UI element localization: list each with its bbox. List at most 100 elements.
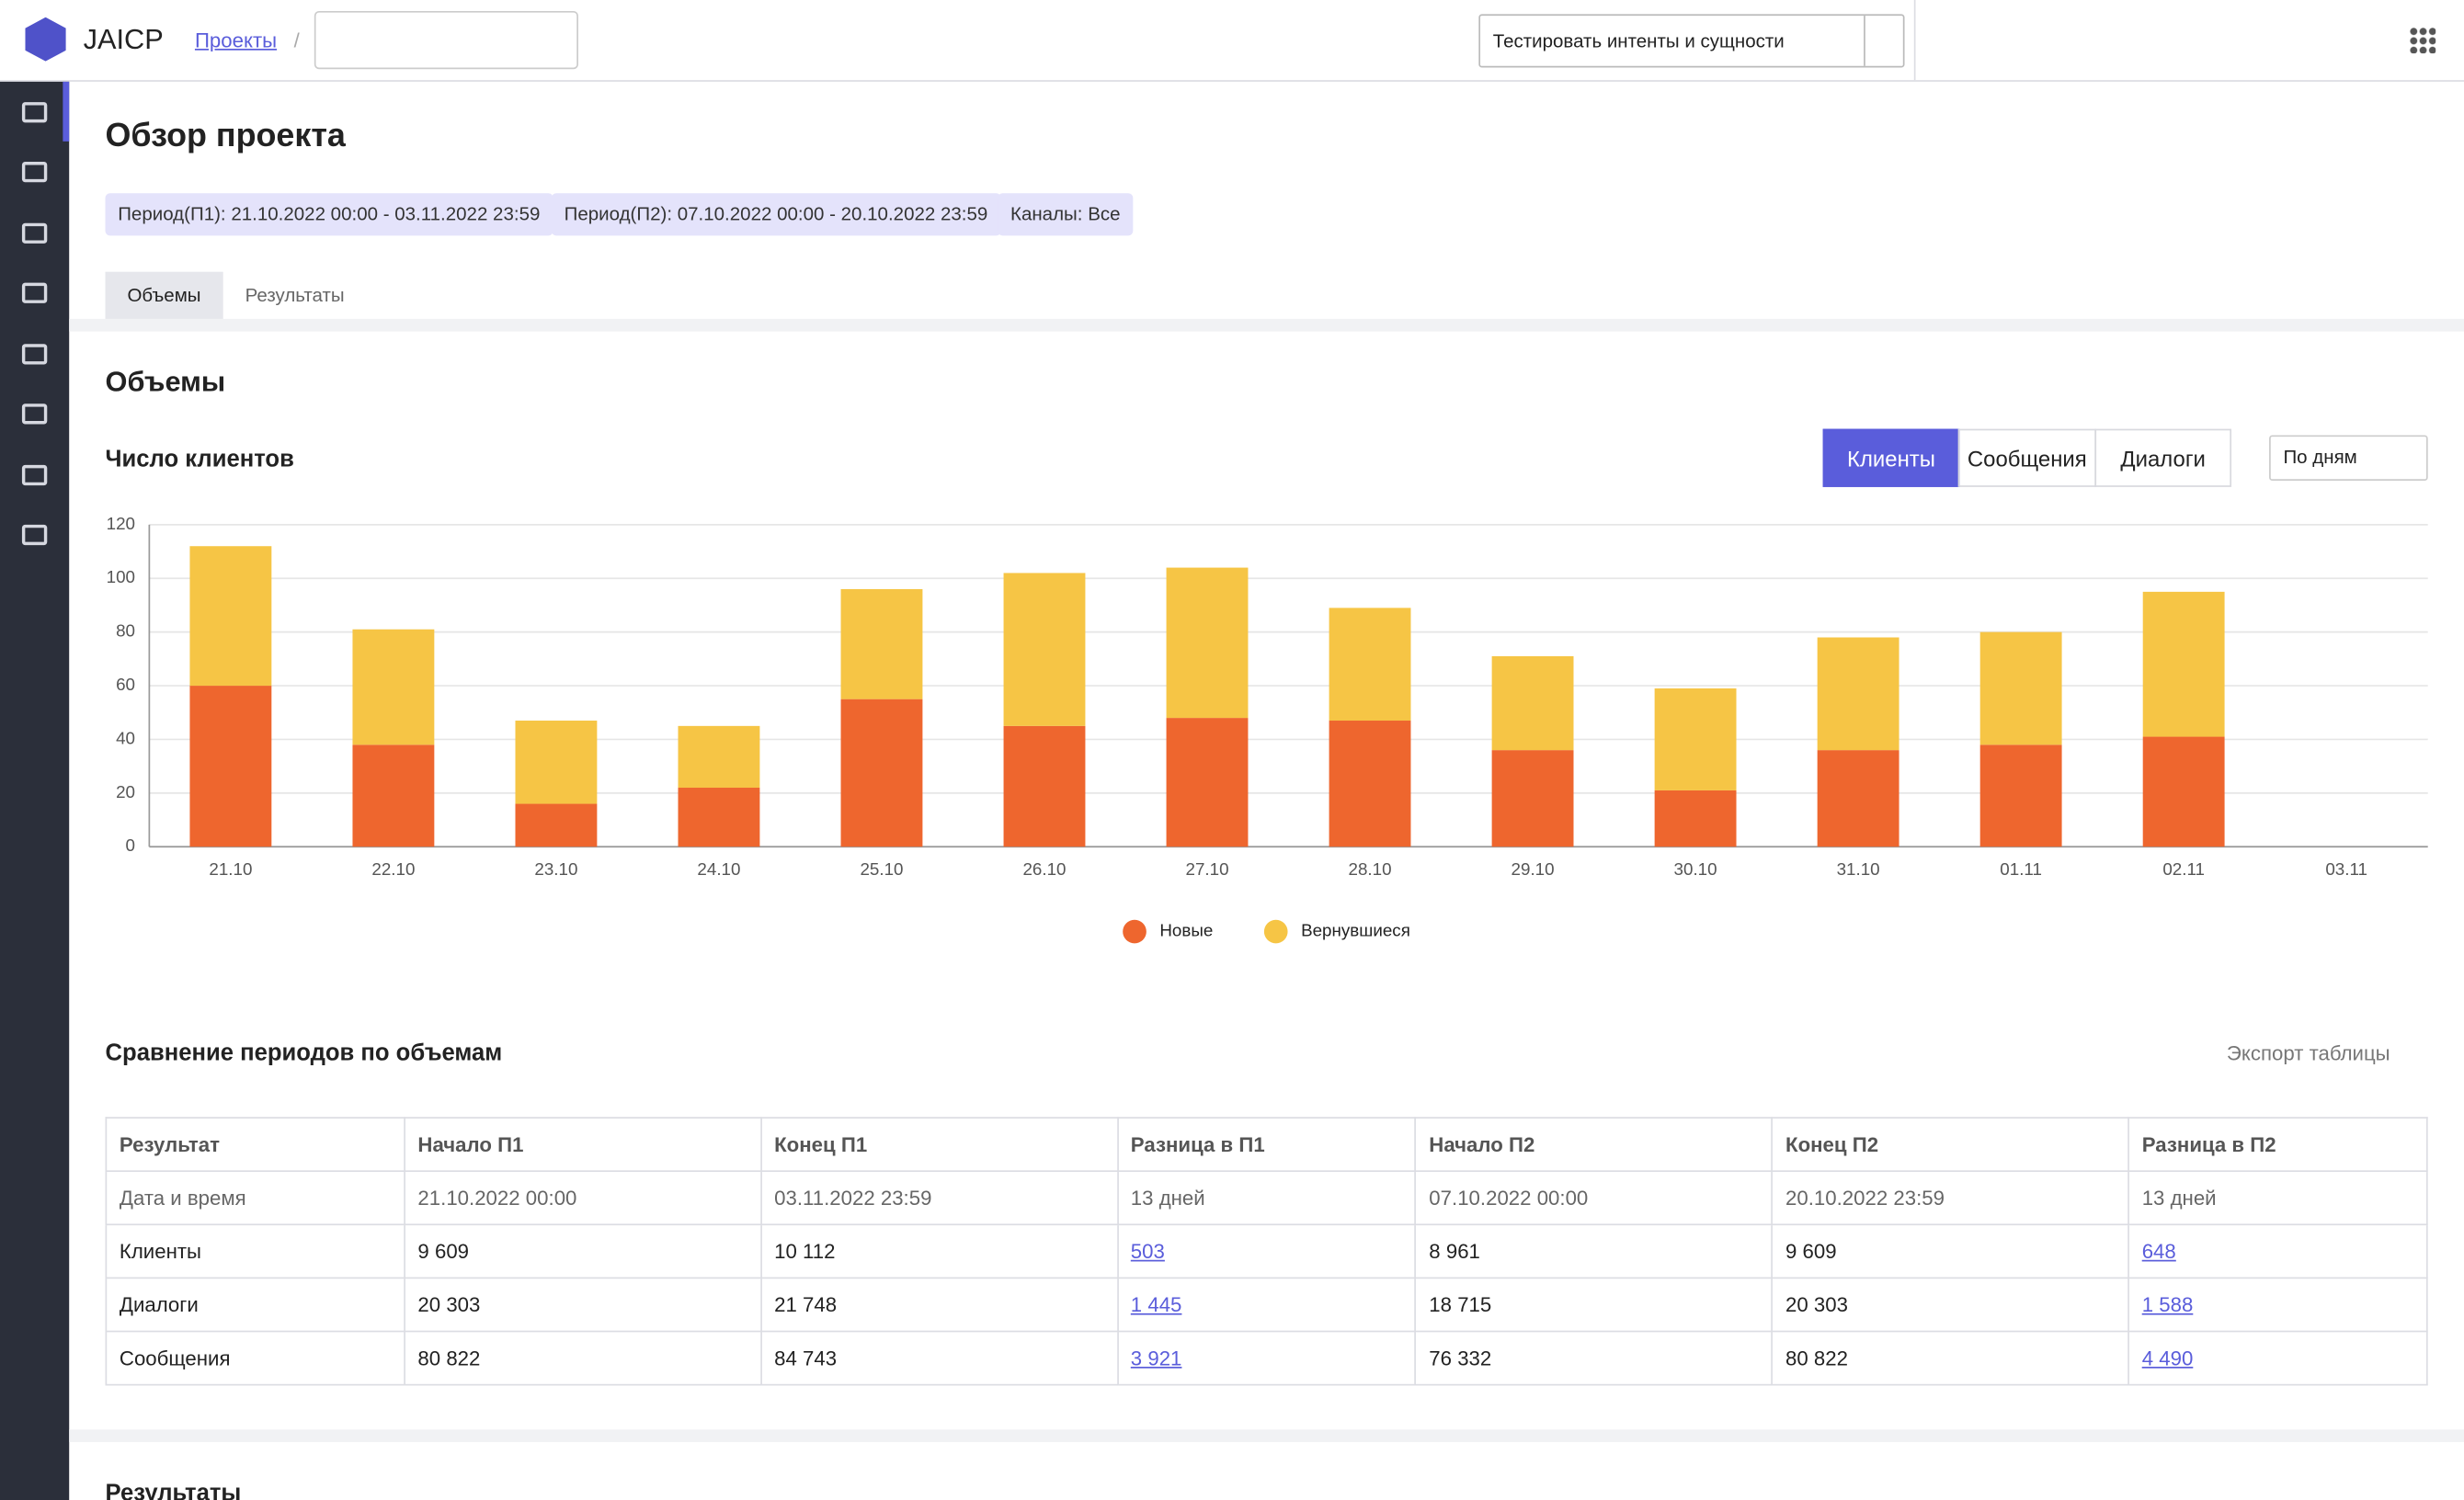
comparison-table: Результат Начало П1 Конец П1 Разница в П1 На… — [105, 1117, 2428, 1386]
bar-segment — [352, 744, 435, 847]
header-cell: Разница в П2 — [2127, 1117, 2428, 1173]
x-tick-label: 29.10 — [1511, 859, 1555, 879]
bar-segment — [1817, 637, 1899, 751]
cell: 21.10.2022 00:00 — [404, 1170, 762, 1226]
y-tick-label: 80 — [116, 621, 135, 641]
x-tick-label: 01.11 — [2000, 859, 2042, 879]
bar-segment — [515, 721, 598, 804]
period-select[interactable]: По дням — [2269, 435, 2428, 482]
cell: 20 303 — [1771, 1277, 2130, 1333]
nav-icon[interactable] — [21, 524, 48, 546]
cell: 9 609 — [404, 1223, 762, 1279]
nav-icon[interactable] — [21, 403, 48, 425]
bar-segment — [1491, 655, 1574, 751]
legend-label: Новые — [1159, 921, 1213, 940]
test-button-label: Тестировать интенты и сущности — [1492, 29, 1785, 52]
cell: 648 — [2127, 1223, 2428, 1279]
header-cell: Результат — [105, 1117, 405, 1173]
header-cell: Конец П2 — [1771, 1117, 2130, 1173]
bar-segment — [840, 588, 923, 699]
x-tick-label: 03.11 — [2325, 859, 2367, 879]
header-cell: Начало П1 — [404, 1117, 762, 1173]
diff-link[interactable]: 3 921 — [1130, 1346, 1182, 1370]
tab[interactable]: Объемы — [105, 271, 223, 319]
next-section-title: Результаты — [105, 1480, 242, 1500]
cell: 10 112 — [759, 1223, 1119, 1279]
y-tick-label: 100 — [107, 567, 135, 586]
sidebar — [0, 81, 70, 1500]
filter-chip[interactable]: Каналы: Все — [998, 193, 1134, 236]
bar-segment — [352, 629, 435, 745]
bar-segment — [678, 788, 760, 847]
x-tick-label: 31.10 — [1837, 859, 1880, 879]
breadcrumb[interactable]: Проекты — [194, 28, 278, 52]
x-tick-label: 28.10 — [1349, 859, 1392, 879]
x-tick-label: 26.10 — [1022, 859, 1066, 879]
table-title: Сравнение периодов по объемам — [105, 1040, 503, 1067]
section-title: Объемы — [105, 366, 226, 398]
y-tick-label: 0 — [126, 835, 135, 855]
band — [69, 318, 2464, 332]
cell: 9 609 — [1771, 1223, 2130, 1279]
toggle-button[interactable]: Диалоги — [2094, 428, 2232, 487]
nav-icon[interactable] — [21, 102, 48, 123]
cell: Сообщения — [105, 1330, 405, 1386]
nav-icon[interactable] — [21, 162, 48, 183]
diff-link[interactable]: 1 445 — [1130, 1292, 1182, 1317]
diff-link[interactable]: 4 490 — [2141, 1346, 2194, 1370]
cell: 13 дней — [1116, 1170, 1417, 1226]
test-button[interactable]: Тестировать интенты и сущности — [1478, 14, 1905, 68]
filter-chip[interactable]: Период(П2): 07.10.2022 00:00 - 20.10.202… — [551, 193, 1000, 236]
table-row: Клиенты 9 609 10 112 503 8 961 9 609 648 — [105, 1223, 2428, 1279]
apps-icon[interactable] — [2409, 27, 2436, 54]
nav-icon[interactable] — [21, 222, 48, 244]
y-tick-label: 60 — [116, 675, 135, 694]
page-title: Обзор проекта — [105, 118, 346, 154]
y-tick-label: 20 — [116, 782, 135, 801]
filter-chip[interactable]: Период(П1): 21.10.2022 00:00 - 03.11.202… — [105, 193, 553, 236]
nav-icon[interactable] — [21, 464, 48, 486]
cell: 76 332 — [1414, 1330, 1774, 1386]
project-select[interactable] — [314, 10, 578, 70]
bar-segment — [1329, 721, 1411, 847]
bar-segment — [1654, 790, 1737, 847]
table-row: Сообщения 80 822 84 743 3 921 76 332 80 822 4 … — [105, 1330, 2428, 1386]
cell: 20.10.2022 23:59 — [1771, 1170, 2130, 1226]
toggle-button[interactable]: Сообщения — [1957, 428, 2097, 487]
bar-segment — [1817, 750, 1899, 847]
divider — [1913, 0, 1916, 81]
diff-link[interactable]: 503 — [1130, 1239, 1165, 1264]
header-cell: Разница в П1 — [1116, 1117, 1417, 1173]
cell: Клиенты — [105, 1223, 405, 1279]
band — [69, 1429, 2464, 1443]
x-tick-label: 25.10 — [860, 859, 903, 879]
export-button[interactable]: Экспорт таблицы — [2226, 1041, 2390, 1065]
cell: 8 961 — [1414, 1223, 1774, 1279]
bar-segment — [1166, 718, 1249, 847]
tab[interactable]: Результаты — [245, 284, 345, 307]
cell: 1 445 — [1116, 1277, 1417, 1333]
cell: 03.11.2022 23:59 — [759, 1170, 1119, 1226]
cell: 13 дней — [2127, 1170, 2428, 1226]
active-indicator — [63, 81, 70, 142]
dropdown[interactable] — [1864, 16, 1904, 66]
nav-icon[interactable] — [21, 344, 48, 365]
bar-segment — [1166, 567, 1249, 719]
separator: / — [293, 28, 300, 52]
legend-swatch — [1263, 919, 1288, 944]
cell: Диалоги — [105, 1277, 405, 1333]
x-tick-label: 21.10 — [209, 859, 252, 879]
x-tick-label: 27.10 — [1185, 859, 1228, 879]
bar-segment — [1654, 688, 1737, 790]
logo: JAICP — [83, 23, 164, 55]
cell: 503 — [1116, 1223, 1417, 1279]
cell: 84 743 — [759, 1330, 1119, 1386]
bar-segment — [2142, 736, 2225, 847]
toggle-button[interactable]: Клиенты — [1822, 428, 1960, 487]
x-tick-label: 22.10 — [371, 859, 415, 879]
cell: 3 921 — [1116, 1330, 1417, 1386]
diff-link[interactable]: 648 — [2141, 1239, 2176, 1264]
diff-link[interactable]: 1 588 — [2141, 1292, 2194, 1317]
nav-icon[interactable] — [21, 282, 48, 303]
